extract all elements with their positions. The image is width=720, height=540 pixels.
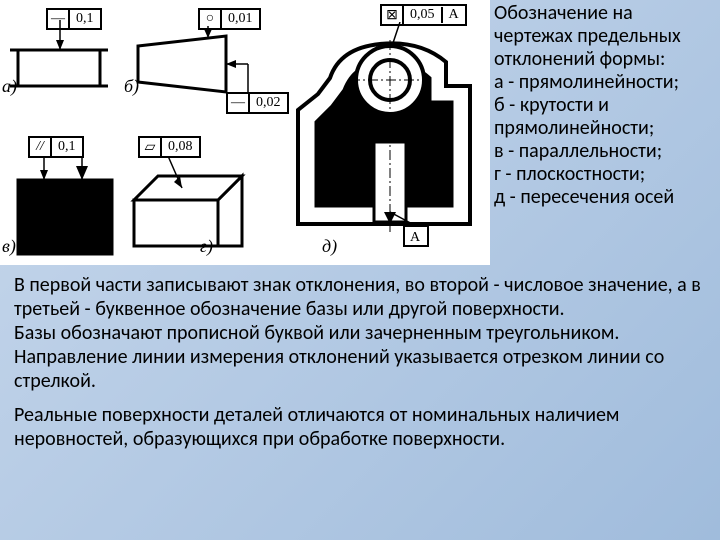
legend-item: в - параллельности; (494, 140, 712, 163)
callout-g: ▱ 0,08 (138, 136, 201, 158)
callout-d-base: А (443, 7, 465, 23)
label-a: а) (2, 76, 17, 97)
figure-g-shape (122, 156, 262, 256)
body-text: В первой части записывают знак отклонени… (0, 265, 720, 451)
callout-v-value: 0,1 (52, 139, 82, 155)
technical-diagram: — 0,1 а) ○ 0,01 — 0,02 (0, 0, 490, 265)
callout-d-value: 0,05 (404, 7, 443, 23)
callout-g-value: 0,08 (162, 139, 199, 155)
callout-b-top-value: 0,01 (222, 11, 259, 27)
label-g: г) (200, 236, 213, 257)
figure-d-shape (270, 22, 486, 258)
label-d: д) (322, 236, 337, 257)
paragraph: Реальные поверхности деталей отличаются … (14, 403, 706, 451)
label-b: б) (124, 76, 139, 97)
paragraph: В первой части записывают знак отклонени… (14, 273, 706, 393)
label-v: в) (2, 236, 16, 257)
legend-item: б - крутости и прямолинейности; (494, 94, 712, 140)
flatness-icon: ▱ (140, 138, 162, 156)
datum-a-label: А (410, 230, 420, 246)
legend-item: д - пересечения осей (494, 186, 712, 209)
parallelism-icon: // (30, 138, 52, 156)
legend-title: Обозначение на чертежах предельных откло… (494, 2, 712, 71)
straightness-icon: — (228, 94, 250, 112)
figure-v-shape (10, 156, 130, 256)
figure-a-shape (10, 20, 130, 110)
legend: Обозначение на чертежах предельных откло… (490, 0, 720, 265)
top-section: — 0,1 а) ○ 0,01 — 0,02 (0, 0, 720, 265)
callout-v: // 0,1 (28, 136, 84, 158)
legend-item: г - плоскостности; (494, 163, 712, 186)
legend-item: а - прямолинейности; (494, 71, 712, 94)
